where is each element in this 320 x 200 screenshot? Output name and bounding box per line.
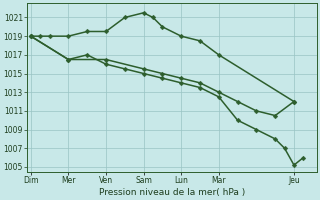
X-axis label: Pression niveau de la mer( hPa ): Pression niveau de la mer( hPa ) bbox=[99, 188, 245, 197]
